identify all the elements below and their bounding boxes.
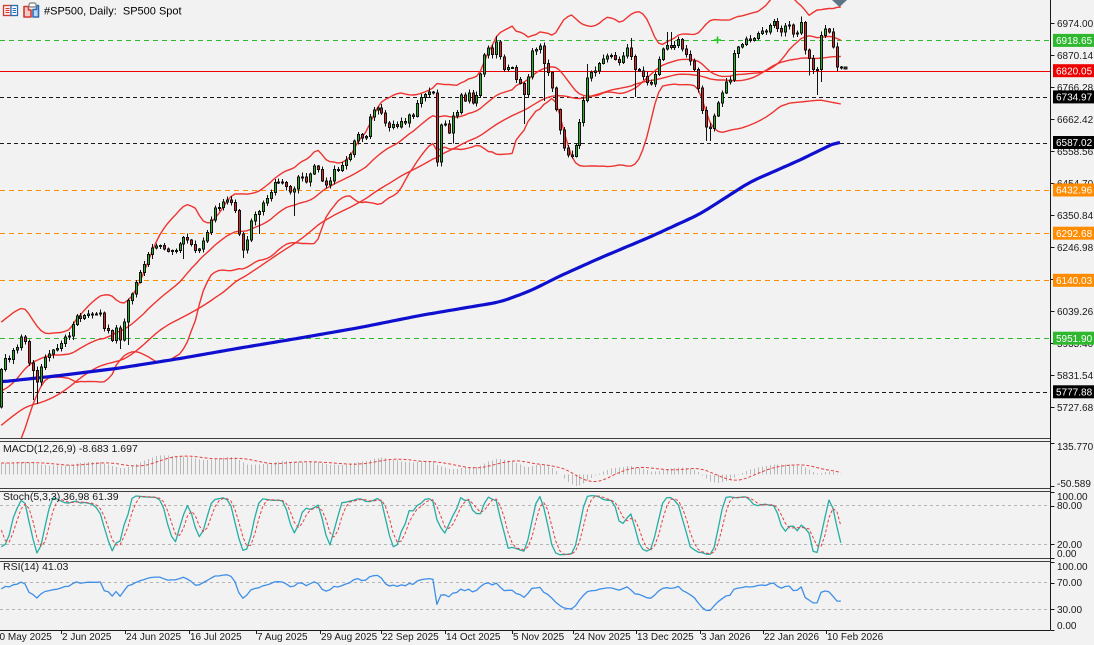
svg-text:20 May 2025: 20 May 2025 (0, 632, 52, 643)
svg-text:30.00: 30.00 (1057, 605, 1082, 616)
svg-text:-50.589: -50.589 (1057, 479, 1091, 490)
svg-text:6974.00: 6974.00 (1057, 19, 1094, 30)
svg-text:6292.68: 6292.68 (1056, 229, 1093, 240)
svg-text:6246.98: 6246.98 (1057, 243, 1094, 254)
svg-text:Stoch(5,3,3) 36.98 61.39: Stoch(5,3,3) 36.98 61.39 (3, 491, 119, 503)
svg-text:6558.56: 6558.56 (1057, 147, 1094, 158)
svg-text:5951.90: 5951.90 (1056, 334, 1093, 345)
svg-text:0.00: 0.00 (1057, 549, 1077, 560)
svg-text:6918.65: 6918.65 (1056, 36, 1093, 47)
svg-text:13 Dec 2025: 13 Dec 2025 (637, 632, 694, 643)
svg-text:2 Jun 2025: 2 Jun 2025 (62, 632, 112, 643)
svg-text:100.00: 100.00 (1057, 562, 1088, 573)
svg-text:24 Nov 2025: 24 Nov 2025 (574, 632, 631, 643)
svg-text:6039.26: 6039.26 (1057, 307, 1094, 318)
svg-text:5 Nov 2025: 5 Nov 2025 (513, 632, 565, 643)
svg-text:6432.96: 6432.96 (1056, 186, 1093, 197)
svg-text:6350.84: 6350.84 (1057, 211, 1094, 222)
svg-text:6662.42: 6662.42 (1057, 115, 1094, 126)
svg-text:22 Jan 2026: 22 Jan 2026 (764, 632, 819, 643)
svg-text:80.00: 80.00 (1057, 501, 1082, 512)
svg-text:7 Aug 2025: 7 Aug 2025 (257, 632, 308, 643)
svg-text:6870.14: 6870.14 (1057, 51, 1094, 62)
svg-text:22 Sep 2025: 22 Sep 2025 (382, 632, 439, 643)
svg-text:5727.68: 5727.68 (1057, 403, 1094, 414)
svg-text:135.770: 135.770 (1057, 442, 1094, 453)
svg-text:5831.54: 5831.54 (1057, 371, 1094, 382)
svg-text:100.00: 100.00 (1057, 492, 1088, 503)
svg-text:10 Feb 2026: 10 Feb 2026 (827, 632, 884, 643)
svg-text:5777.88: 5777.88 (1056, 387, 1093, 398)
svg-text:20.00: 20.00 (1057, 540, 1082, 551)
svg-text:24 Jun 2025: 24 Jun 2025 (126, 632, 181, 643)
svg-text:14 Oct 2025: 14 Oct 2025 (446, 632, 501, 643)
svg-text:RSI(14) 41.03: RSI(14) 41.03 (3, 561, 69, 573)
svg-text:16 Jul 2025: 16 Jul 2025 (190, 632, 242, 643)
svg-text:6140.03: 6140.03 (1056, 276, 1093, 287)
svg-text:6734.97: 6734.97 (1056, 93, 1093, 104)
svg-text:6766.28: 6766.28 (1057, 83, 1094, 94)
svg-text:0.00: 0.00 (1057, 621, 1077, 632)
svg-text:6820.05: 6820.05 (1056, 66, 1093, 77)
svg-text:70.00: 70.00 (1057, 578, 1082, 589)
svg-text:3 Jan 2026: 3 Jan 2026 (701, 632, 751, 643)
svg-text:MACD(12,26,9) -8.683 1.697: MACD(12,26,9) -8.683 1.697 (3, 443, 138, 455)
svg-text:29 Aug 2025: 29 Aug 2025 (321, 632, 378, 643)
svg-text:6587.02: 6587.02 (1056, 138, 1093, 149)
svg-text:#SP500, Daily: SP500 Spot: #SP500, Daily: SP500 Spot (44, 6, 182, 18)
